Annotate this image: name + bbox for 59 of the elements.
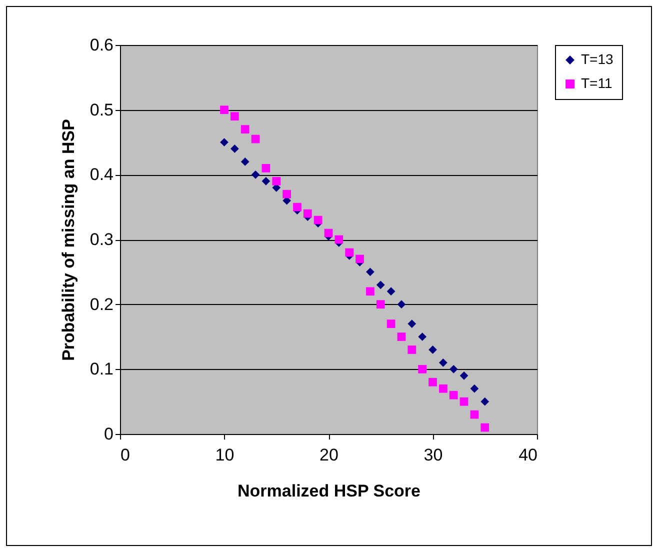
point (262, 164, 270, 172)
point (428, 378, 437, 386)
x-tick-label: 10 (215, 446, 234, 464)
x-tick-label: 30 (424, 446, 443, 464)
point (418, 364, 427, 374)
y-tick-label: 0 (104, 424, 114, 444)
point (334, 235, 344, 244)
legend-label: T=11 (581, 75, 612, 91)
point (460, 397, 468, 406)
point (460, 371, 468, 380)
point (314, 216, 322, 224)
point (397, 332, 406, 341)
point (262, 176, 270, 186)
legend-label: T=13 (581, 51, 614, 67)
point (376, 300, 385, 309)
point (376, 280, 385, 290)
point (386, 287, 396, 296)
point (272, 176, 281, 186)
point (438, 358, 448, 367)
point (230, 144, 239, 153)
point (356, 254, 364, 264)
point (240, 125, 250, 134)
point (397, 300, 406, 309)
x-tick-label: 40 (518, 446, 538, 464)
point (251, 134, 260, 144)
point (480, 423, 490, 432)
point (470, 384, 479, 393)
y-tick-label: 0.5 (90, 100, 114, 120)
point (408, 320, 416, 328)
point (428, 346, 437, 354)
x-axis-title: Normalized HSP Score (238, 482, 420, 500)
point (345, 248, 354, 257)
point (438, 384, 448, 393)
point (293, 202, 302, 212)
point (480, 397, 490, 406)
point (449, 390, 458, 400)
x-tick-label: 20 (320, 446, 338, 464)
point (470, 410, 479, 419)
y-tick-label: 0.1 (90, 360, 114, 379)
point (220, 106, 228, 114)
y-tick-label: 0.6 (90, 36, 114, 54)
y-tick-label: 0.4 (90, 165, 114, 184)
y-tick-label: 0.2 (90, 294, 114, 314)
point (230, 112, 239, 120)
point (251, 170, 260, 179)
point (324, 228, 333, 238)
y-tick-label: 0.3 (90, 230, 114, 249)
point (408, 346, 416, 354)
point (449, 364, 458, 374)
y-axis-title: Probability of missing an HSP (58, 119, 78, 361)
point (366, 287, 374, 296)
point (386, 320, 396, 328)
x-tick-label: 0 (120, 446, 130, 464)
point (303, 209, 312, 218)
point (240, 158, 250, 166)
point (366, 268, 374, 276)
point (282, 190, 291, 198)
point (418, 332, 427, 341)
point (220, 138, 228, 146)
